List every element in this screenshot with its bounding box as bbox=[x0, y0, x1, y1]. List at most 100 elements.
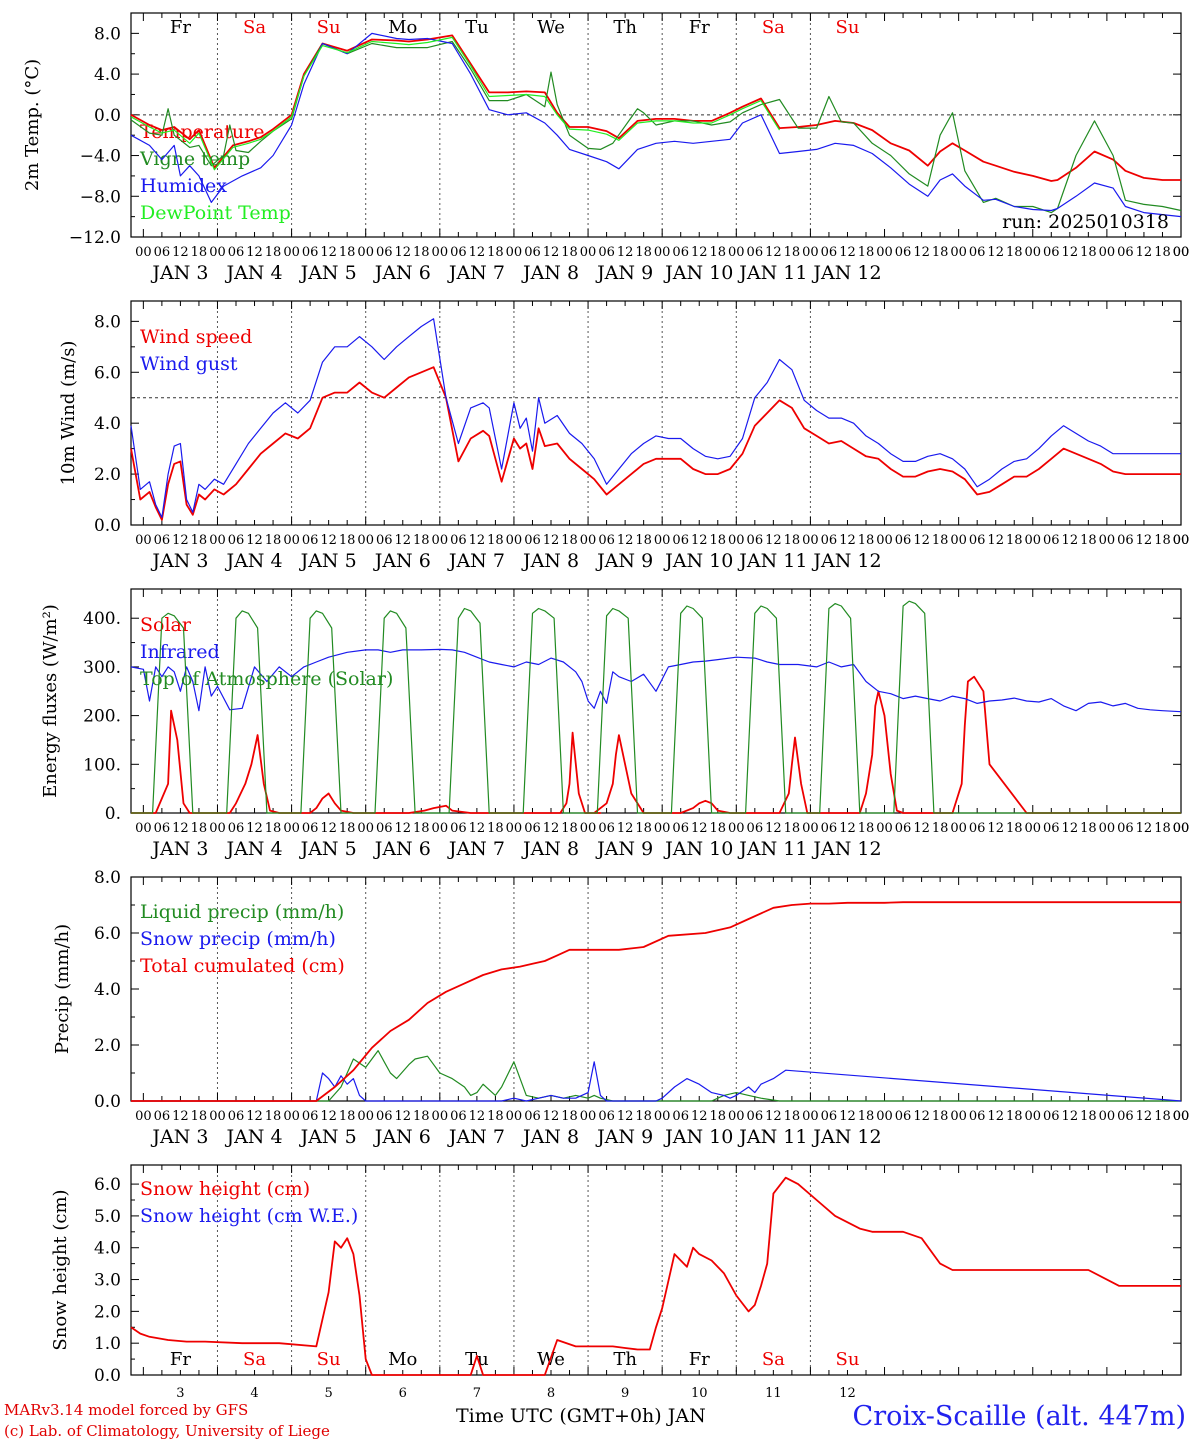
plot-frame bbox=[130, 588, 1182, 814]
hour-tick-label: 06 bbox=[598, 245, 615, 260]
date-label: JAN 10 bbox=[663, 838, 733, 860]
weekday-label: Fr bbox=[689, 17, 710, 38]
hour-tick-label: 12 bbox=[543, 1109, 560, 1124]
hour-tick-label: 00 bbox=[802, 533, 819, 548]
hour-tick-label: 12 bbox=[765, 1109, 782, 1124]
hour-tick-label: 12 bbox=[1062, 245, 1079, 260]
hour-tick-label: 00 bbox=[506, 1109, 523, 1124]
plot-frame bbox=[130, 1164, 1182, 1376]
hour-tick-label: 12 bbox=[1062, 821, 1079, 836]
legend-entry: Vigne temp bbox=[139, 148, 250, 170]
hour-tick-label: 06 bbox=[302, 1109, 319, 1124]
hour-tick-label: 00 bbox=[654, 821, 671, 836]
date-label: JAN 7 bbox=[447, 550, 505, 572]
hour-tick-label: 18 bbox=[191, 245, 208, 260]
station-name: Croix-Scaille (alt. 447m) bbox=[852, 1401, 1186, 1432]
y-tick-label: 0.0 bbox=[94, 1092, 121, 1112]
y-tick-label: 100. bbox=[83, 755, 121, 775]
hour-tick-label: 06 bbox=[672, 533, 689, 548]
hour-tick-label: 18 bbox=[1080, 1109, 1097, 1124]
hour-tick-label: 06 bbox=[969, 1109, 986, 1124]
date-label: JAN 12 bbox=[811, 1126, 881, 1148]
weekday-label: Sa bbox=[762, 1349, 785, 1370]
date-label: JAN 9 bbox=[595, 838, 653, 860]
hour-tick-label: 06 bbox=[1043, 533, 1060, 548]
model-credit: MARv3.14 model forced by GFS bbox=[4, 1401, 249, 1419]
y-tick-label: 5.0 bbox=[94, 1207, 121, 1227]
hour-tick-label: 18 bbox=[858, 533, 875, 548]
hour-tick-label: 12 bbox=[172, 821, 189, 836]
hour-tick-label: 00 bbox=[1173, 1109, 1190, 1124]
weekday-label: Su bbox=[836, 17, 860, 38]
y-tick-label: 8.0 bbox=[94, 24, 121, 44]
date-label: JAN 9 bbox=[595, 550, 653, 572]
hour-tick-label: 12 bbox=[691, 1109, 708, 1124]
day-number-label: 9 bbox=[621, 1386, 629, 1401]
y-tick-label: 3.0 bbox=[94, 1271, 121, 1291]
hour-tick-label: 06 bbox=[450, 821, 467, 836]
date-label: JAN 3 bbox=[150, 1126, 208, 1148]
date-label: JAN 8 bbox=[521, 838, 579, 860]
series-line-temperature bbox=[130, 34, 1181, 182]
hour-tick-label: 00 bbox=[1173, 245, 1190, 260]
hour-tick-label: 18 bbox=[561, 1109, 578, 1124]
hour-tick-label: 06 bbox=[450, 245, 467, 260]
hour-tick-label: 18 bbox=[858, 1109, 875, 1124]
hour-tick-label: 06 bbox=[524, 821, 541, 836]
hour-tick-label: 00 bbox=[876, 821, 893, 836]
hour-tick-label: 00 bbox=[135, 821, 152, 836]
series-line-top-of-atmosphere-solar- bbox=[131, 600, 1181, 814]
hour-tick-label: 12 bbox=[246, 245, 263, 260]
hour-tick-label: 06 bbox=[598, 533, 615, 548]
y-axis-label: Precip (mm/h) bbox=[52, 924, 73, 1054]
hour-tick-label: 18 bbox=[413, 245, 430, 260]
hour-tick-label: 12 bbox=[320, 1109, 337, 1124]
hour-tick-label: 00 bbox=[209, 821, 226, 836]
weekday-label: Th bbox=[613, 17, 637, 38]
hour-tick-label: 18 bbox=[709, 245, 726, 260]
chart-panel-5: 0.0 1.0 2.0 3.0 4.0 5.0 6.0 Snow height (cm) Fr S… bbox=[50, 1164, 1182, 1401]
hour-tick-label: 00 bbox=[580, 533, 597, 548]
hour-tick-label: 06 bbox=[228, 1109, 245, 1124]
date-label: JAN 11 bbox=[737, 838, 807, 860]
hour-tick-label: 00 bbox=[1173, 1109, 1190, 1124]
hour-tick-label: 18 bbox=[1154, 1109, 1171, 1124]
hour-tick-label: 18 bbox=[932, 533, 949, 548]
weekday-label: Tu bbox=[465, 1349, 489, 1370]
hour-tick-label: 00 bbox=[580, 245, 597, 260]
legend-entry: DewPoint Temp bbox=[140, 202, 291, 224]
date-label: JAN 11 bbox=[737, 1126, 807, 1148]
legend-entry: Wind gust bbox=[140, 353, 238, 375]
day-number-label: 4 bbox=[250, 1386, 258, 1401]
weekday-label: Tu bbox=[465, 17, 489, 38]
date-label: JAN 3 bbox=[150, 838, 208, 860]
hour-tick-label: 18 bbox=[265, 533, 282, 548]
hour-tick-label: 00 bbox=[283, 533, 300, 548]
day-number-label: 8 bbox=[547, 1386, 555, 1401]
hour-tick-label: 00 bbox=[1024, 1109, 1041, 1124]
weekday-label: Su bbox=[317, 1349, 341, 1370]
day-number-label: 7 bbox=[473, 1386, 481, 1401]
hour-tick-label: 12 bbox=[765, 821, 782, 836]
legend-entry: Wind speed bbox=[140, 326, 252, 348]
hour-tick-label: 00 bbox=[1099, 821, 1116, 836]
legend-entry: Humidex bbox=[140, 175, 227, 197]
date-label: JAN 9 bbox=[595, 262, 653, 284]
hour-tick-label: 18 bbox=[487, 1109, 504, 1124]
hour-tick-label: 06 bbox=[747, 821, 764, 836]
hour-tick-label: 12 bbox=[913, 821, 930, 836]
hour-tick-label: 12 bbox=[543, 245, 560, 260]
hour-tick-label: 00 bbox=[1099, 245, 1116, 260]
y-tick-label: 300. bbox=[83, 658, 121, 678]
hour-tick-label: 12 bbox=[913, 1109, 930, 1124]
hour-tick-label: 00 bbox=[1099, 1109, 1116, 1124]
series-line-liquid-precip-mm-h- bbox=[131, 1049, 1181, 1102]
hour-tick-label: 00 bbox=[135, 533, 152, 548]
hour-tick-label: 00 bbox=[728, 533, 745, 548]
hour-tick-label: 12 bbox=[320, 821, 337, 836]
hour-tick-label: 06 bbox=[747, 245, 764, 260]
series-line-total-cumulated-cm- bbox=[131, 901, 1181, 1102]
